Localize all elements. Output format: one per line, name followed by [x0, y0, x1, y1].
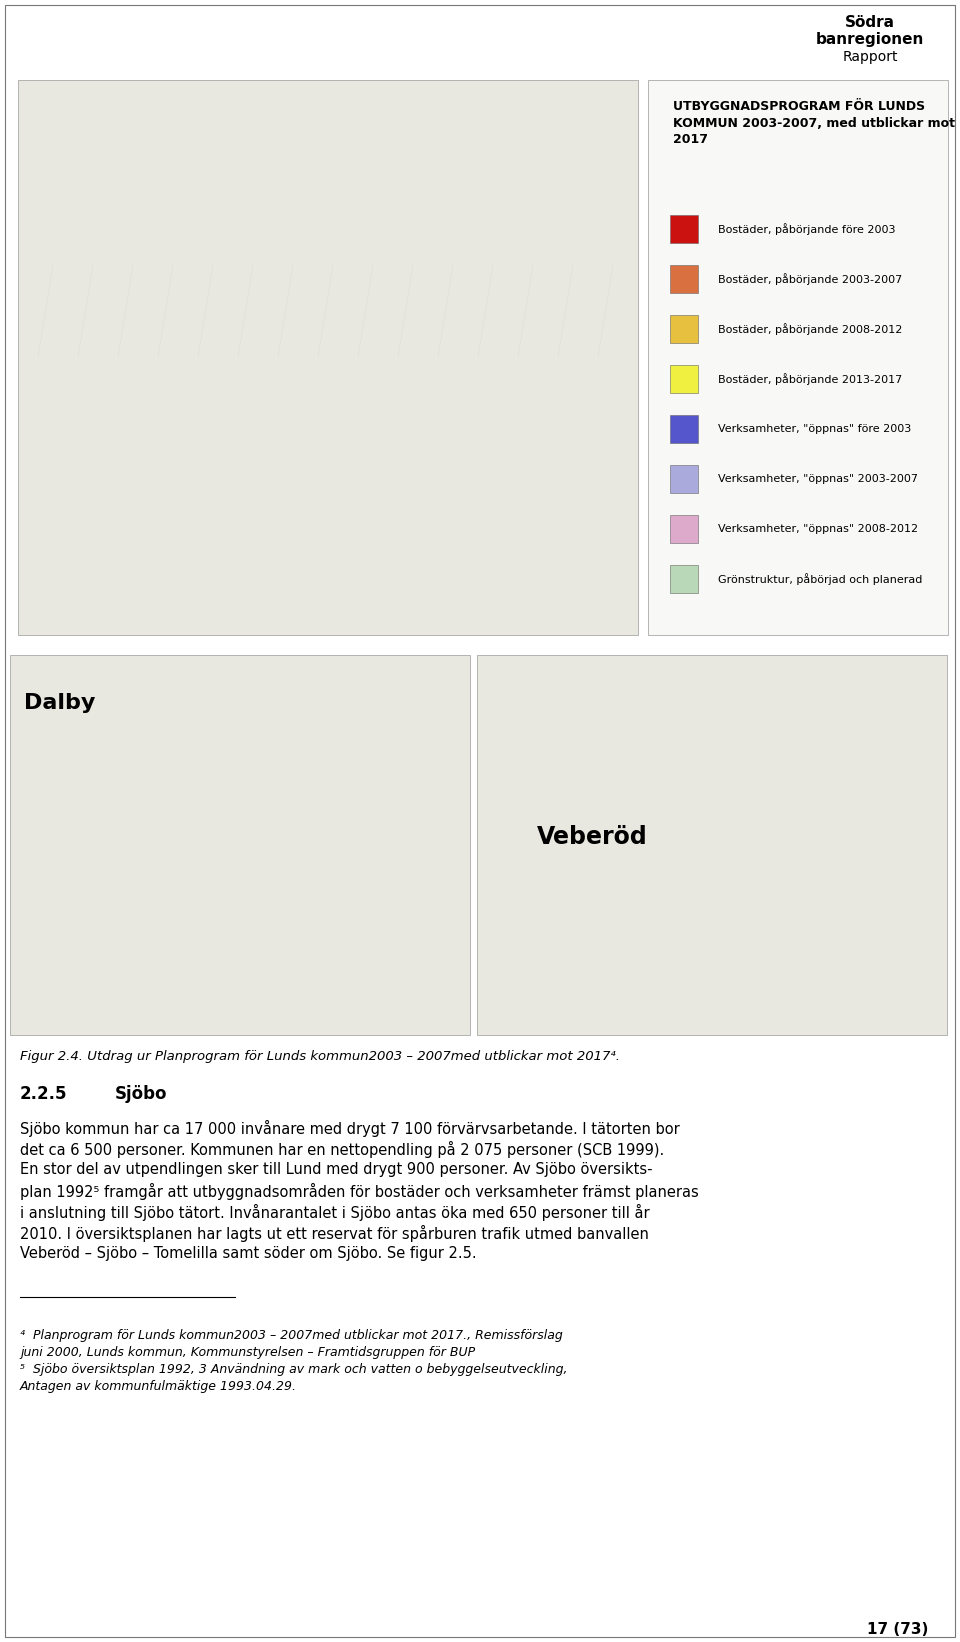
- Bar: [670, 465, 698, 493]
- Text: Verksamheter, "öppnas" 2008-2012: Verksamheter, "öppnas" 2008-2012: [718, 524, 918, 534]
- Text: Veberöd: Veberöd: [537, 824, 648, 849]
- Text: Södra: Södra: [845, 15, 895, 30]
- Bar: [670, 264, 698, 292]
- Text: Veberöd – Sjöbo – Tomelilla samt söder om Sjöbo. Se figur 2.5.: Veberöd – Sjöbo – Tomelilla samt söder o…: [20, 1246, 476, 1261]
- Text: det ca 6 500 personer. Kommunen har en nettopendling på 2 075 personer (SCB 1999: det ca 6 500 personer. Kommunen har en n…: [20, 1141, 664, 1158]
- Bar: [670, 516, 698, 544]
- Text: juni 2000, Lunds kommun, Kommunstyrelsen – Framtidsgruppen för BUP: juni 2000, Lunds kommun, Kommunstyrelsen…: [20, 1346, 475, 1360]
- Text: Dalby: Dalby: [24, 693, 95, 713]
- Text: ⁵  Sjöbo översiktsplan 1992, 3 Användning av mark och vatten o bebyggelseutveckl: ⁵ Sjöbo översiktsplan 1992, 3 Användning…: [20, 1363, 567, 1376]
- Text: plan 1992⁵ framgår att utbyggnadsområden för bostäder och verksamheter främst pl: plan 1992⁵ framgår att utbyggnadsområden…: [20, 1182, 699, 1200]
- Text: Bostäder, påbörjande före 2003: Bostäder, påbörjande före 2003: [718, 223, 896, 235]
- Text: Sjöbo: Sjöbo: [115, 1085, 167, 1103]
- Text: 17 (73): 17 (73): [867, 1622, 928, 1637]
- Text: Verksamheter, "öppnas" 2003-2007: Verksamheter, "öppnas" 2003-2007: [718, 475, 918, 484]
- Text: En stor del av utpendlingen sker till Lund med drygt 900 personer. Av Sjöbo över: En stor del av utpendlingen sker till Lu…: [20, 1163, 653, 1177]
- Text: Antagen av kommunfulmäktige 1993.04.29.: Antagen av kommunfulmäktige 1993.04.29.: [20, 1379, 297, 1392]
- Text: banregionen: banregionen: [816, 31, 924, 48]
- Bar: [10, 655, 470, 1034]
- Bar: [18, 80, 638, 635]
- Text: UTBYGGNADSPROGRAM FÖR LUNDS
KOMMUN 2003-2007, med utblickar mot
2017: UTBYGGNADSPROGRAM FÖR LUNDS KOMMUN 2003-…: [673, 100, 955, 146]
- Text: ⁴  Planprogram för Lunds kommun2003 – 2007med utblickar mot 2017., Remissförslag: ⁴ Planprogram för Lunds kommun2003 – 200…: [20, 1328, 563, 1342]
- Text: Rapport: Rapport: [842, 49, 898, 64]
- Bar: [670, 365, 698, 392]
- Bar: [670, 315, 698, 343]
- Text: Bostäder, påbörjande 2008-2012: Bostäder, påbörjande 2008-2012: [718, 323, 902, 335]
- Text: 2.2.5: 2.2.5: [20, 1085, 67, 1103]
- Text: Bostäder, påbörjande 2003-2007: Bostäder, påbörjande 2003-2007: [718, 273, 902, 286]
- Text: Grönstruktur, påbörjad och planerad: Grönstruktur, påbörjad och planerad: [718, 573, 923, 585]
- Bar: [670, 565, 698, 593]
- Text: Bostäder, påbörjande 2013-2017: Bostäder, påbörjande 2013-2017: [718, 373, 902, 384]
- Text: 2010. I översiktsplanen har lagts ut ett reservat för spårburen trafik utmed ban: 2010. I översiktsplanen har lagts ut ett…: [20, 1225, 649, 1241]
- Text: i anslutning till Sjöbo tätort. Invånarantalet i Sjöbo antas öka med 650 persone: i anslutning till Sjöbo tätort. Invånara…: [20, 1204, 650, 1222]
- Text: Sjöbo kommun har ca 17 000 invånare med drygt 7 100 förvärvsarbetande. I tätorte: Sjöbo kommun har ca 17 000 invånare med …: [20, 1120, 680, 1136]
- Bar: [670, 415, 698, 443]
- Bar: [648, 80, 948, 635]
- Bar: [477, 655, 947, 1034]
- Text: Verksamheter, "öppnas" före 2003: Verksamheter, "öppnas" före 2003: [718, 424, 911, 433]
- Text: Figur 2.4. Utdrag ur Planprogram för Lunds kommun2003 – 2007med utblickar mot 20: Figur 2.4. Utdrag ur Planprogram för Lun…: [20, 1049, 620, 1062]
- Bar: [670, 215, 698, 243]
